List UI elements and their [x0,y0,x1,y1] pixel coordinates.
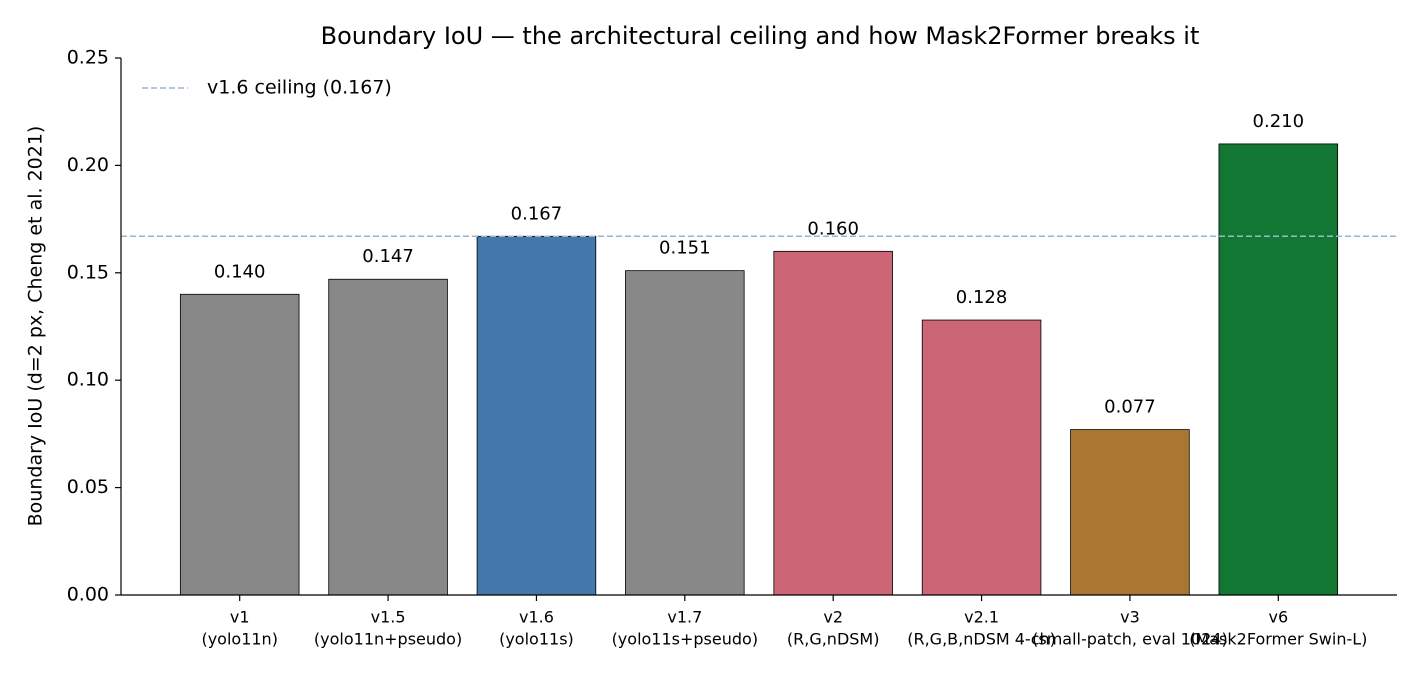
bar [476,235,597,596]
x-tick-label: v3 [1120,608,1140,627]
bar [1070,429,1190,596]
x-tick-label: v1.5 [371,608,406,627]
x-tick-sublabel: (small-patch, eval 1024) [1032,630,1228,649]
y-axis-label: Boundary IoU (d=2 px, Cheng et al. 2021) [25,126,47,527]
value-label: 0.160 [807,218,859,239]
x-tick-sublabel: (yolo11n) [201,630,277,649]
legend-label: v1.6 ceiling (0.167) [207,77,392,99]
y-tick-label: 0.00 [67,584,109,606]
x-tick-label: v1.7 [667,608,702,627]
value-label: 0.147 [362,246,414,267]
y-tick-label: 0.15 [67,261,109,283]
value-label: 0.210 [1253,111,1305,132]
value-label: 0.167 [511,203,563,224]
y-tick-label: 0.25 [67,47,109,69]
value-label: 0.151 [659,238,711,259]
bar [773,250,893,596]
x-tick-label: v1 [230,608,250,627]
value-label: 0.128 [956,287,1008,308]
bar [328,278,448,596]
chart-title: Boundary IoU — the architectural ceiling… [321,22,1200,50]
value-label: 0.140 [214,261,266,282]
y-tick-label: 0.20 [67,154,109,176]
y-tick-label: 0.05 [67,476,109,498]
bar [921,319,1042,596]
bar [1218,143,1339,596]
x-tick-sublabel: (yolo11s) [499,630,574,649]
x-tick-sublabel: (R,G,B,nDSM 4-ch) [907,630,1056,649]
value-label: 0.077 [1104,397,1156,418]
x-tick-label: v6 [1268,608,1288,627]
x-tick-sublabel: (Mask2Former Swin-L) [1189,630,1367,649]
x-tick-sublabel: (yolo11s+pseudo) [612,630,759,649]
bar [179,293,300,596]
y-tick-label: 0.10 [67,369,109,391]
x-tick-sublabel: (R,G,nDSM) [787,630,880,649]
x-tick-label: v2 [823,608,843,627]
x-tick-label: v2.1 [964,608,999,627]
x-tick-sublabel: (yolo11n+pseudo) [314,630,462,649]
x-tick-label: v1.6 [519,608,554,627]
bar [625,270,745,596]
